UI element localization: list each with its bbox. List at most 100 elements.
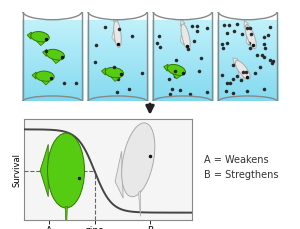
Point — [240, 33, 244, 37]
Point — [170, 87, 175, 91]
Point — [227, 25, 232, 28]
Polygon shape — [40, 145, 48, 197]
Point — [194, 25, 199, 29]
Ellipse shape — [88, 97, 147, 107]
Point — [267, 59, 272, 63]
Polygon shape — [139, 191, 141, 216]
Point — [224, 82, 229, 85]
Point — [93, 61, 98, 64]
Point — [247, 42, 251, 45]
Y-axis label: Survival: Survival — [12, 153, 21, 186]
Point — [239, 78, 244, 82]
Point — [197, 70, 202, 74]
Point — [178, 88, 182, 92]
Ellipse shape — [23, 97, 82, 107]
Ellipse shape — [122, 123, 155, 197]
Point — [167, 77, 171, 81]
Point — [262, 47, 267, 51]
Polygon shape — [27, 33, 32, 40]
Point — [117, 28, 122, 32]
Point — [224, 90, 228, 93]
Point — [261, 36, 266, 39]
Ellipse shape — [114, 22, 121, 48]
Point — [222, 24, 226, 27]
Point — [262, 43, 266, 46]
Point — [259, 54, 264, 57]
Point — [244, 71, 249, 74]
Point — [235, 23, 239, 27]
Point — [220, 74, 225, 78]
Point — [140, 72, 145, 76]
Point — [174, 59, 178, 62]
Point — [262, 55, 267, 59]
Polygon shape — [32, 73, 36, 80]
Point — [249, 33, 254, 37]
Polygon shape — [43, 50, 47, 57]
Bar — [87, 7, 148, 21]
Ellipse shape — [181, 25, 190, 50]
Ellipse shape — [235, 61, 250, 80]
Point — [267, 26, 272, 30]
Polygon shape — [244, 21, 248, 28]
Ellipse shape — [46, 50, 64, 61]
Point — [232, 30, 236, 34]
Ellipse shape — [36, 72, 54, 82]
Point — [130, 35, 134, 39]
Point — [266, 34, 271, 38]
Polygon shape — [101, 69, 106, 76]
Polygon shape — [111, 78, 119, 82]
Point — [270, 62, 274, 66]
Point — [224, 32, 229, 36]
Bar — [22, 7, 83, 21]
Ellipse shape — [153, 97, 212, 107]
Ellipse shape — [167, 65, 185, 76]
Bar — [217, 7, 278, 21]
Point — [173, 70, 178, 74]
Polygon shape — [115, 152, 123, 198]
Polygon shape — [37, 42, 45, 46]
Point — [103, 26, 108, 30]
Point — [254, 54, 259, 58]
Point — [192, 40, 197, 43]
Bar — [152, 7, 213, 21]
Point — [194, 30, 199, 34]
Point — [127, 88, 131, 92]
Point — [228, 82, 233, 86]
Point — [155, 42, 160, 46]
Point — [230, 92, 235, 95]
Point — [244, 90, 249, 94]
Polygon shape — [65, 207, 67, 229]
Point — [253, 72, 257, 76]
Point — [44, 50, 48, 54]
Polygon shape — [246, 36, 250, 46]
Text: A = Weakens
B = Stregthens: A = Weakens B = Stregthens — [204, 155, 278, 180]
Point — [93, 44, 98, 48]
Ellipse shape — [245, 26, 256, 49]
Point — [112, 66, 117, 69]
Polygon shape — [52, 60, 60, 64]
Ellipse shape — [218, 97, 277, 107]
Point — [248, 27, 253, 31]
Polygon shape — [164, 65, 168, 72]
Point — [271, 60, 275, 63]
Polygon shape — [180, 20, 185, 27]
Point — [157, 46, 162, 50]
Polygon shape — [112, 31, 115, 43]
Polygon shape — [238, 71, 244, 79]
Point — [231, 78, 236, 82]
Polygon shape — [233, 59, 238, 65]
Point — [245, 27, 250, 31]
Polygon shape — [180, 35, 184, 46]
Point — [224, 42, 229, 45]
Point — [73, 82, 78, 85]
Point — [258, 66, 263, 70]
Point — [188, 92, 192, 96]
Point — [248, 47, 253, 51]
Polygon shape — [42, 82, 50, 86]
Point — [186, 48, 190, 52]
Polygon shape — [173, 75, 181, 79]
Polygon shape — [113, 16, 118, 23]
Point — [156, 35, 161, 38]
Point — [221, 47, 226, 51]
Point — [189, 25, 194, 28]
